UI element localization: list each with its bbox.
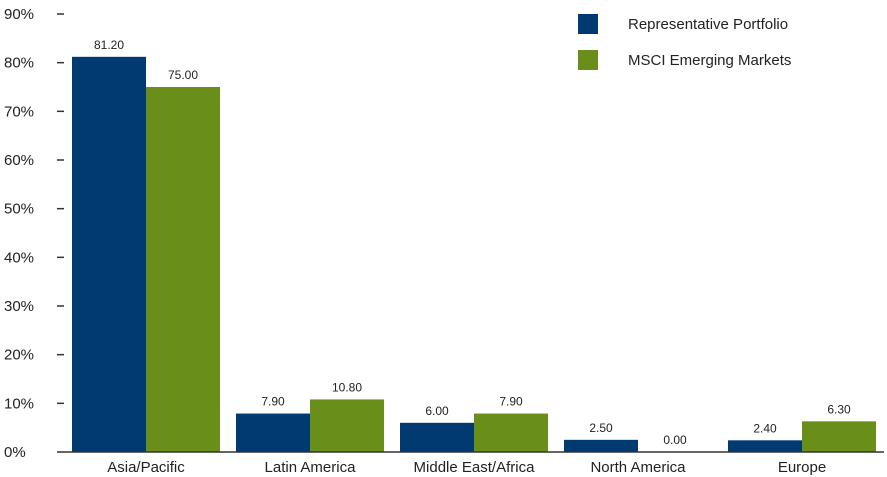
y-tick-label: 0% bbox=[4, 444, 26, 461]
data-labels: 81.20 75.00 7.90 10.80 6.00 7.90 2.50 0.00 2.40 6… bbox=[94, 38, 851, 447]
data-label: 0.00 bbox=[663, 433, 687, 447]
legend-swatch bbox=[578, 14, 598, 34]
x-tick-label: Middle East/Africa bbox=[414, 459, 536, 476]
bars bbox=[72, 56, 876, 453]
bar bbox=[728, 440, 802, 452]
bar bbox=[236, 413, 310, 452]
y-tick-label: 40% bbox=[4, 249, 34, 266]
y-tick-label: 20% bbox=[4, 347, 34, 364]
y-tick-label: 50% bbox=[4, 201, 34, 218]
x-tick-label: Latin America bbox=[265, 459, 357, 476]
bar bbox=[802, 421, 876, 452]
bar bbox=[474, 413, 548, 452]
y-tick-label: 10% bbox=[4, 395, 34, 412]
bar bbox=[146, 87, 220, 452]
y-axis: 0% 10% 20% 30% 40% 50% 60% 70% 80% 90% bbox=[4, 6, 64, 461]
data-label: 75.00 bbox=[168, 68, 198, 82]
bar bbox=[310, 399, 384, 452]
y-tick-label: 80% bbox=[4, 55, 34, 72]
data-label: 6.30 bbox=[827, 402, 851, 416]
x-tick-label: Europe bbox=[778, 459, 826, 476]
y-tick-label: 30% bbox=[4, 298, 34, 315]
data-label: 10.80 bbox=[332, 380, 362, 394]
data-label: 7.90 bbox=[499, 395, 523, 409]
x-tick-label: Asia/Pacific bbox=[107, 459, 185, 476]
legend: Representative Portfolio MSCI Emerging Ma… bbox=[578, 14, 791, 70]
bar bbox=[400, 422, 474, 452]
legend-label: Representative Portfolio bbox=[628, 16, 788, 33]
y-tick-label: 70% bbox=[4, 103, 34, 120]
data-label: 6.00 bbox=[425, 404, 449, 418]
y-tick-label: 60% bbox=[4, 152, 34, 169]
data-label: 7.90 bbox=[261, 395, 285, 409]
legend-swatch bbox=[578, 50, 598, 70]
bar bbox=[72, 56, 146, 453]
legend-label: MSCI Emerging Markets bbox=[628, 52, 791, 69]
bar bbox=[564, 439, 638, 452]
x-axis: Asia/Pacific Latin America Middle East/Afr… bbox=[64, 451, 884, 476]
y-tick-label: 90% bbox=[4, 6, 34, 23]
data-label: 2.40 bbox=[753, 421, 777, 435]
data-label: 2.50 bbox=[589, 421, 613, 435]
x-tick-label: North America bbox=[590, 459, 686, 476]
data-label: 81.20 bbox=[94, 38, 124, 52]
